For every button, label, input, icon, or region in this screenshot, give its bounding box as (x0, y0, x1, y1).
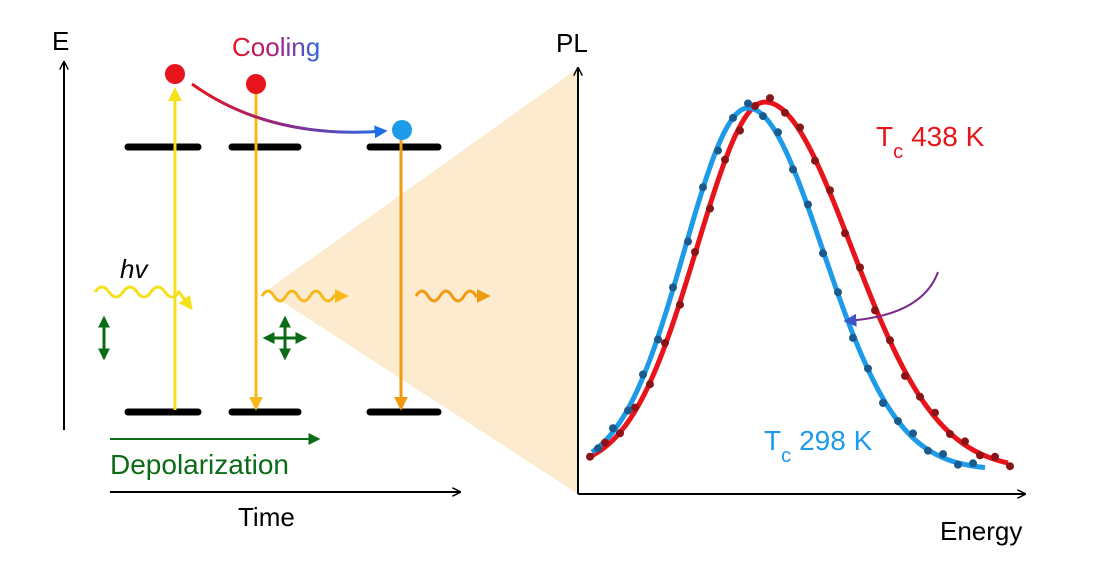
pl-plot: PL Energy Tc 438 K Tc 298 K (556, 28, 1025, 546)
fit-curve-hot (588, 102, 1008, 463)
data-point-hot (781, 109, 789, 117)
data-point-cool (684, 238, 692, 246)
data-point-hot (661, 339, 669, 347)
fit-curve-cool (592, 108, 985, 468)
data-point-cool (669, 283, 677, 291)
pl-y-axis-label: PL (556, 28, 588, 58)
data-point-hot (721, 156, 729, 164)
data-point-hot (991, 453, 999, 461)
data-point-hot (616, 429, 624, 437)
data-point-hot (856, 264, 864, 272)
data-point-hot (871, 306, 879, 314)
data-point-hot (841, 229, 849, 237)
data-point-hot (946, 430, 954, 438)
cooled-carrier (392, 120, 412, 140)
data-point-hot (811, 157, 819, 165)
redshift-arrow (846, 272, 938, 321)
data-point-hot (631, 404, 639, 412)
data-point-cool (954, 461, 962, 469)
incoming-photon-wave (95, 287, 191, 308)
data-point-hot (646, 380, 654, 388)
data-point-cool (774, 128, 782, 136)
data-point-cool (819, 249, 827, 257)
zoom-fan (266, 68, 578, 494)
data-point-hot (826, 186, 834, 194)
data-point-hot (691, 248, 699, 256)
data-point-cool (909, 429, 917, 437)
data-point-cool (759, 112, 767, 120)
pl-x-axis-label: Energy (940, 516, 1022, 546)
depolarization-cross-arrows (265, 318, 305, 358)
data-point-hot (736, 127, 744, 135)
data-point-cool (864, 365, 872, 373)
data-point-cool (594, 444, 602, 452)
label-cool-curve: Tc 298 K (764, 425, 873, 467)
data-point-cool (744, 100, 752, 108)
data-point-cool (849, 334, 857, 342)
data-point-hot (676, 301, 684, 309)
data-point-cool (924, 447, 932, 455)
data-point-cool (969, 459, 977, 467)
photon-label: hv (120, 254, 149, 284)
data-point-hot (751, 102, 759, 110)
hot-carrier-2 (246, 74, 266, 94)
data-point-cool (804, 201, 812, 209)
data-point-cool (834, 288, 842, 296)
data-point-hot (976, 451, 984, 459)
data-point-cool (639, 371, 647, 379)
data-point-cool (714, 147, 722, 155)
data-point-hot (706, 205, 714, 213)
data-point-hot (1006, 462, 1014, 470)
data-point-cool (879, 399, 887, 407)
data-point-hot (886, 336, 894, 344)
depolarization-label: Depolarization (110, 449, 289, 480)
label-hot-curve: Tc 438 K (876, 121, 985, 163)
data-point-cool (729, 114, 737, 122)
data-point-cool (609, 424, 617, 432)
data-point-hot (901, 372, 909, 380)
data-point-hot (931, 409, 939, 417)
data-point-cool (699, 183, 707, 191)
hot-carrier-1 (165, 64, 185, 84)
data-point-hot (796, 124, 804, 132)
data-point-hot (961, 437, 969, 445)
data-point-hot (916, 393, 924, 401)
data-point-cool (654, 336, 662, 344)
data-point-cool (939, 450, 947, 458)
time-axis-label: Time (238, 502, 295, 532)
data-point-cool (894, 417, 902, 425)
energy-axis-label: E (52, 26, 69, 56)
data-point-hot (586, 453, 594, 461)
data-point-hot (766, 94, 774, 102)
cooling-arrow (192, 84, 385, 132)
cooling-label: Cooling (232, 32, 320, 62)
data-point-hot (601, 439, 609, 447)
data-point-cool (624, 407, 632, 415)
data-point-cool (789, 166, 797, 174)
